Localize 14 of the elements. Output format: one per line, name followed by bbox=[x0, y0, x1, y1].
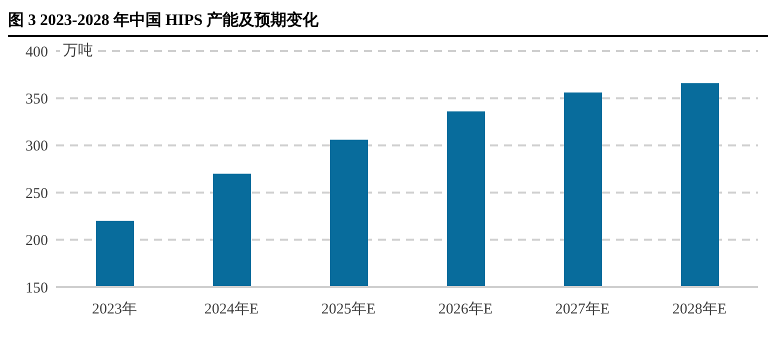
y-tick-label: 300 bbox=[26, 138, 48, 155]
x-tick-label: 2026年E bbox=[438, 300, 493, 318]
x-tick-label: 2025年E bbox=[321, 300, 376, 318]
x-tick-label: 2024年E bbox=[204, 300, 259, 318]
x-tick-label: 2023年 bbox=[92, 300, 137, 318]
y-tick-label: 200 bbox=[26, 233, 48, 250]
y-tick-label: 350 bbox=[26, 92, 48, 108]
y-tick-label: 400 bbox=[26, 44, 48, 60]
x-tick-label: 2028年E bbox=[672, 300, 727, 318]
x-tick-label: 2027年E bbox=[555, 300, 610, 318]
y-tick-label: 250 bbox=[26, 186, 48, 202]
y-tick-label: 150 bbox=[26, 280, 48, 296]
chart-title: 图 3 2023-2028 年中国 HIPS 产能及预期变化 bbox=[8, 8, 768, 37]
y-axis-title: 万吨 bbox=[60, 41, 96, 60]
